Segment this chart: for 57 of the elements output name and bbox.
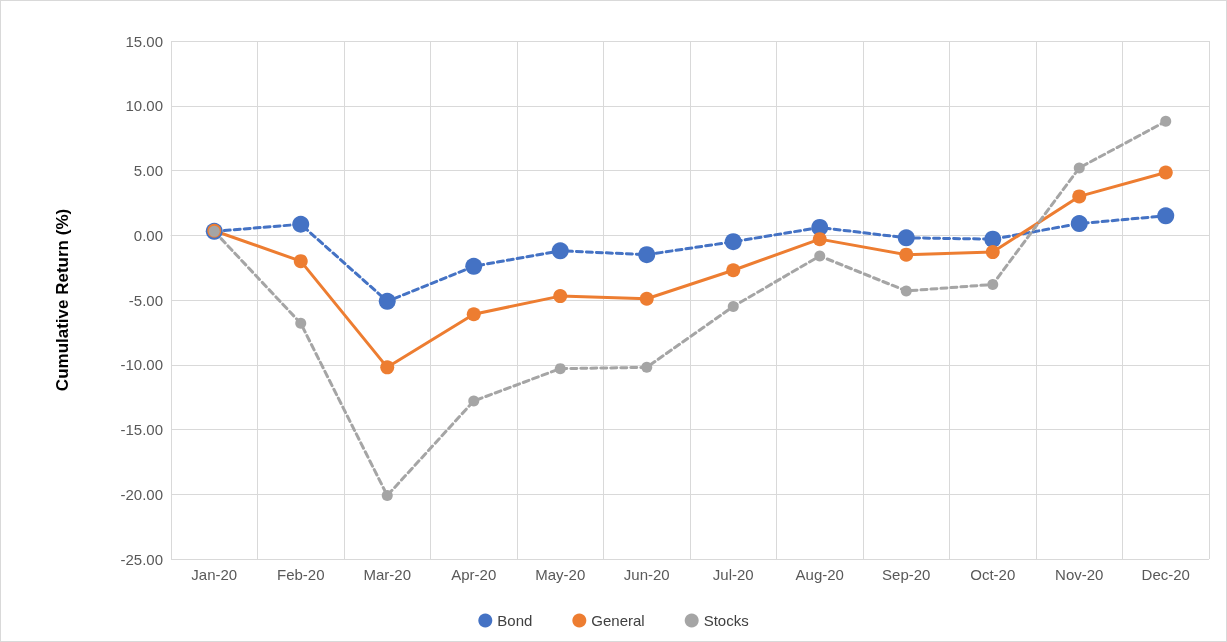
point xyxy=(1158,165,1173,180)
point xyxy=(295,317,307,329)
x-tick-label: Apr-20 xyxy=(451,566,497,583)
point xyxy=(727,300,739,312)
x-tick-label: May-20 xyxy=(535,566,586,583)
y-tick-label: -25.00 xyxy=(120,550,163,568)
x-tick-label: Aug-20 xyxy=(795,566,844,583)
point xyxy=(987,278,999,290)
point xyxy=(466,307,481,322)
point xyxy=(554,363,566,375)
y-tick-label: -15.00 xyxy=(120,421,163,438)
x-tick-label: Jan-20 xyxy=(191,566,238,583)
point xyxy=(465,257,483,275)
legend-label: Stocks xyxy=(703,612,749,629)
point xyxy=(378,292,396,310)
point xyxy=(1072,189,1087,204)
point xyxy=(812,232,827,247)
y-tick-label: 10.00 xyxy=(125,97,163,115)
point xyxy=(897,229,915,247)
x-tick-label: Sep-20 xyxy=(882,566,931,583)
point xyxy=(553,289,568,304)
point xyxy=(1157,207,1175,225)
y-tick-label: 0.00 xyxy=(133,226,163,244)
point xyxy=(381,490,393,502)
point xyxy=(899,247,914,262)
point xyxy=(293,254,308,269)
point xyxy=(1160,115,1172,127)
x-tick-label: Oct-20 xyxy=(970,566,1016,583)
point xyxy=(726,263,741,278)
y-tick-label: 5.00 xyxy=(133,162,163,179)
point xyxy=(380,360,395,375)
point xyxy=(638,246,656,264)
x-tick-label: Jun-20 xyxy=(623,566,670,583)
point xyxy=(1070,215,1088,233)
point xyxy=(814,250,826,262)
point xyxy=(641,361,653,373)
y-tick-label: -10.00 xyxy=(120,356,163,374)
x-tick-label: Mar-20 xyxy=(363,566,412,583)
point xyxy=(468,395,480,407)
y-axis-title: Cumulative Return (%) xyxy=(53,208,72,392)
x-tick-label: Feb-20 xyxy=(276,566,325,583)
y-tick-label: 15.00 xyxy=(125,32,163,50)
point xyxy=(639,291,654,306)
point xyxy=(900,285,912,297)
point xyxy=(551,242,569,260)
x-tick-label: Nov-20 xyxy=(1055,566,1104,583)
x-tick-label: Jul-20 xyxy=(712,566,754,583)
point xyxy=(724,233,742,251)
y-tick-label: -20.00 xyxy=(120,485,163,503)
point xyxy=(984,230,1002,248)
x-tick-label: Dec-20 xyxy=(1141,566,1190,583)
point xyxy=(292,215,310,233)
legend-label: Bond xyxy=(497,612,533,629)
point xyxy=(985,245,1000,260)
y-tick-label: -5.00 xyxy=(128,291,163,309)
legend-label: General xyxy=(591,612,645,629)
point xyxy=(1073,162,1085,174)
